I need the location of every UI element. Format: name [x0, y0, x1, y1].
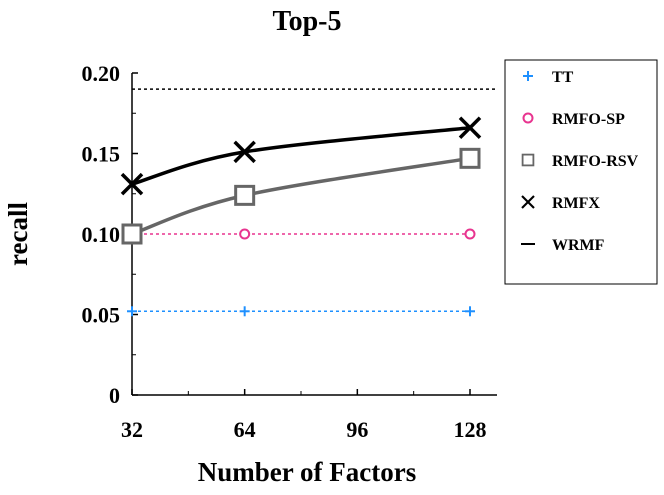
- data-point: [459, 147, 481, 169]
- x-axis-title: Number of Factors: [198, 457, 416, 487]
- x-tick-label: 128: [454, 417, 487, 442]
- legend-item-tt: TT: [523, 69, 574, 86]
- legend-box: [504, 59, 658, 285]
- y-ticks: 0 0.05 0.10 0.15 0.20: [82, 61, 138, 408]
- data-point: [464, 228, 476, 240]
- y-tick-label: 0: [109, 383, 120, 408]
- y-tick-label: 0.10: [82, 222, 121, 247]
- y-tick-label: 0.15: [82, 142, 121, 167]
- legend-item-rmfo-sp: RMFO-SP: [522, 111, 625, 128]
- legend-label: RMFO-RSV: [552, 153, 639, 170]
- legend-label: WRMF: [552, 237, 605, 254]
- data-point: [121, 223, 143, 245]
- data-point: [234, 184, 256, 206]
- legend-item-rmfo-rsv: RMFO-RSV: [521, 153, 639, 170]
- series-rmfx: [120, 116, 482, 196]
- x-ticks: 32 64 96 128: [121, 389, 487, 442]
- y-tick-label: 0.05: [82, 303, 121, 328]
- legend-swatch: [521, 195, 535, 209]
- data-point: [239, 228, 251, 240]
- marker-stroke: [458, 116, 482, 139]
- x-tick-label: 96: [346, 417, 368, 442]
- series-group: [120, 88, 497, 317]
- data-point: [458, 116, 482, 139]
- data-point: [120, 172, 144, 196]
- series-rmfo-sp: [126, 228, 476, 240]
- legend-marker: [521, 195, 535, 209]
- legend-item-wrmf: WRMF: [521, 237, 605, 254]
- x-tick-label: 64: [234, 417, 256, 442]
- y-tick-label: 0.20: [82, 61, 121, 86]
- data-point: [239, 306, 250, 317]
- legend-swatch: [522, 112, 534, 124]
- series-rmfo-rsv: [121, 147, 481, 245]
- legend-marker: [522, 112, 534, 124]
- legend-swatch: [521, 153, 535, 167]
- series-tt: [127, 306, 475, 317]
- legend: TT RMFO-SP RMFO-RSV RMFX WRMF: [504, 59, 658, 285]
- legend-label: TT: [552, 69, 574, 86]
- legend-marker: [523, 71, 533, 81]
- x-tick-label: 32: [121, 417, 143, 442]
- chart-title: Top-5: [272, 6, 341, 37]
- series-line: [131, 156, 471, 236]
- data-point: [465, 306, 475, 317]
- marker-stroke: [120, 172, 144, 196]
- data-point: [127, 306, 137, 317]
- legend-item-rmfx: RMFX: [521, 195, 600, 212]
- marker-stroke: [233, 140, 256, 164]
- legend-label: RMFO-SP: [552, 111, 625, 128]
- legend-swatch: [523, 71, 533, 81]
- series-line: [131, 125, 471, 186]
- legend-label: RMFX: [552, 195, 600, 212]
- y-axis-title: recall: [3, 202, 33, 266]
- marker-stroke: [521, 195, 535, 209]
- data-point: [233, 140, 256, 164]
- legend-marker: [521, 153, 535, 167]
